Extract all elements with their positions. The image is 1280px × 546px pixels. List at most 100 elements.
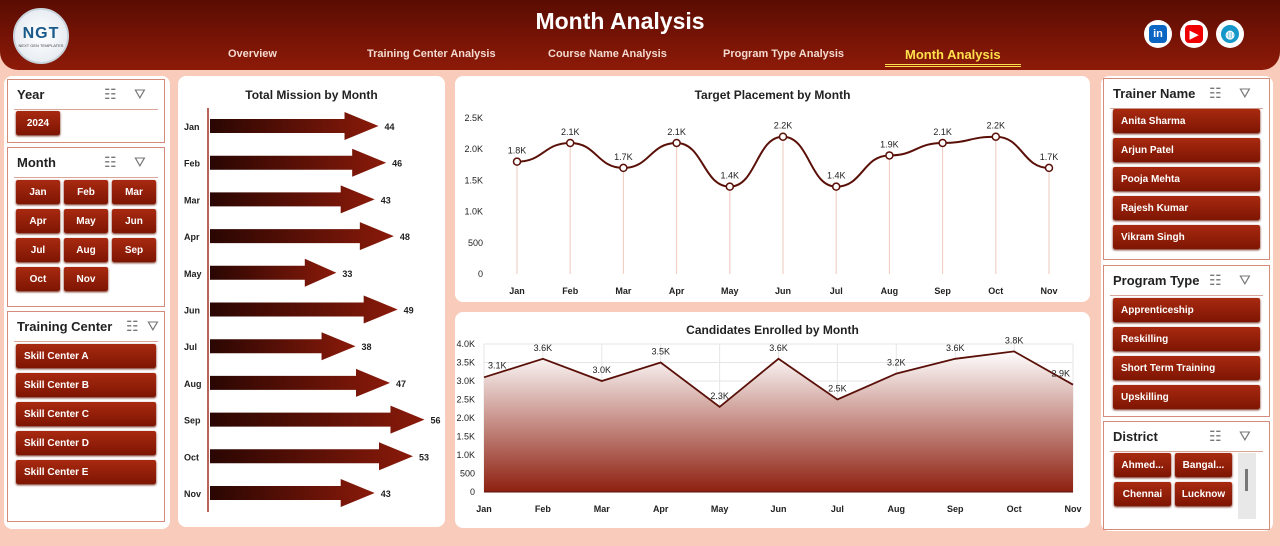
- data-label: 2.5K: [828, 384, 847, 394]
- header-bar: NGT NEXT GEN TEMPLATES Month Analysis Ove…: [0, 0, 1280, 70]
- data-label: 3.6K: [534, 343, 553, 353]
- data-point: [672, 138, 681, 148]
- trainer-item[interactable]: Arjun Patel: [1113, 138, 1260, 162]
- month-item[interactable]: Mar: [112, 180, 156, 204]
- multi-select-icon[interactable]: ☷: [104, 154, 117, 170]
- linkedin-button[interactable]: in: [1144, 20, 1172, 48]
- month-item[interactable]: Oct: [16, 267, 60, 291]
- year-item[interactable]: 2024: [16, 111, 60, 135]
- arrow-bar: [210, 479, 375, 507]
- month-item[interactable]: Jun: [112, 209, 156, 233]
- training-center-item[interactable]: Skill Center B: [16, 373, 156, 397]
- program-type-slicer: Program Type ☷ ⛛ Apprenticeship Reskilling…: [1103, 265, 1270, 417]
- tab-month-analysis[interactable]: Month Analysis: [885, 47, 1021, 67]
- y-tick-label: 2.5K: [464, 113, 483, 123]
- x-tick-label: Sep: [934, 286, 951, 296]
- data-point: [991, 132, 1001, 141]
- district-item[interactable]: Bangal...: [1175, 453, 1232, 477]
- month-item[interactable]: Nov: [64, 267, 108, 291]
- month-item[interactable]: Feb: [64, 180, 108, 204]
- clear-filter-icon[interactable]: ⛛: [1239, 428, 1251, 444]
- data-point: [1044, 163, 1054, 173]
- clear-filter-icon[interactable]: ⛛: [134, 86, 146, 102]
- arrow-bar: [210, 258, 337, 287]
- trainer-slicer: Trainer Name ☷ ⛛ Anita Sharma Arjun Patel P…: [1103, 78, 1270, 260]
- clear-filter-icon[interactable]: ⛛: [1239, 85, 1251, 101]
- program-type-item[interactable]: Upskilling: [1113, 385, 1260, 409]
- trainer-item[interactable]: Anita Sharma: [1113, 109, 1260, 133]
- trainer-item[interactable]: Pooja Mehta: [1113, 167, 1260, 191]
- youtube-button[interactable]: ▶: [1180, 20, 1208, 48]
- x-tick-label: Aug: [881, 286, 899, 296]
- month-item[interactable]: Apr: [16, 209, 60, 233]
- trainer-item[interactable]: Vikram Singh: [1113, 225, 1260, 249]
- multi-select-icon[interactable]: ☷: [104, 86, 117, 102]
- scrollbar[interactable]: [1238, 453, 1256, 519]
- arrow-bar: [210, 222, 394, 251]
- divider: [14, 341, 158, 342]
- data-point: [619, 163, 628, 173]
- x-tick-label: May: [721, 286, 739, 296]
- website-button[interactable]: ◍: [1216, 20, 1244, 48]
- month-item[interactable]: Jul: [16, 238, 60, 262]
- tab-training-center-analysis[interactable]: Training Center Analysis: [367, 48, 496, 60]
- x-tick-label: Jul: [831, 504, 844, 514]
- month-item[interactable]: May: [64, 209, 108, 233]
- y-tick-label: 1.5K: [464, 175, 483, 185]
- area-fill: [484, 351, 1073, 492]
- linkedin-icon: in: [1149, 25, 1167, 43]
- multi-select-icon[interactable]: ☷: [126, 318, 139, 334]
- y-tick-label: 3.5K: [456, 358, 475, 368]
- clear-filter-icon[interactable]: ⛛: [1239, 272, 1251, 288]
- multi-select-icon[interactable]: ☷: [1209, 85, 1222, 101]
- data-label: 1.8K: [508, 146, 527, 156]
- district-item[interactable]: Lucknow: [1175, 482, 1232, 506]
- training-center-item[interactable]: Skill Center E: [16, 460, 156, 484]
- clear-filter-icon[interactable]: ⛛: [134, 154, 146, 170]
- data-label: 2.2K: [987, 121, 1006, 131]
- data-label: 3.1K: [488, 360, 507, 370]
- y-tick-label: 0: [478, 269, 483, 279]
- training-center-item[interactable]: Skill Center C: [16, 402, 156, 426]
- month-item[interactable]: Jan: [16, 180, 60, 204]
- data-label: 1.4K: [827, 171, 846, 181]
- scrollbar-thumb[interactable]: [1245, 469, 1248, 491]
- district-item[interactable]: Chennai: [1114, 482, 1171, 506]
- data-label: 3.5K: [651, 347, 670, 357]
- y-tick-label: 3.0K: [456, 376, 475, 386]
- x-tick-label: Nov: [1064, 504, 1081, 514]
- data-label: 43: [381, 195, 391, 205]
- data-label: 1.7K: [1040, 152, 1059, 162]
- logo: NGT NEXT GEN TEMPLATES: [13, 8, 69, 64]
- data-label: 44: [385, 122, 395, 132]
- multi-select-icon[interactable]: ☷: [1209, 272, 1222, 288]
- month-slicer: Month ☷ ⛛ Jan Feb Mar Apr May Jun Jul Aug Sep Oct N…: [7, 147, 165, 307]
- x-tick-label: Feb: [535, 504, 552, 514]
- tab-program-type-analysis[interactable]: Program Type Analysis: [723, 48, 845, 60]
- x-tick-label: Oct: [988, 286, 1003, 296]
- x-tick-label: Mar: [594, 504, 611, 514]
- program-type-item[interactable]: Short Term Training: [1113, 356, 1260, 380]
- data-label: 1.7K: [614, 152, 633, 162]
- training-center-item[interactable]: Skill Center A: [16, 344, 156, 368]
- program-type-item[interactable]: Apprenticeship: [1113, 298, 1260, 322]
- divider: [14, 109, 158, 110]
- clear-filter-icon[interactable]: ⛛: [147, 318, 159, 334]
- tab-course-name-analysis[interactable]: Course Name Analysis: [548, 48, 667, 60]
- district-item[interactable]: Ahmed...: [1114, 453, 1171, 477]
- multi-select-icon[interactable]: ☷: [1209, 428, 1222, 444]
- x-tick-label: Jan: [476, 504, 492, 514]
- month-item[interactable]: Aug: [64, 238, 108, 262]
- program-type-item[interactable]: Reskilling: [1113, 327, 1260, 351]
- training-center-item[interactable]: Skill Center D: [16, 431, 156, 455]
- month-item[interactable]: Sep: [112, 238, 156, 262]
- tab-overview[interactable]: Overview: [228, 48, 277, 60]
- trainer-item[interactable]: Rajesh Kumar: [1113, 196, 1260, 220]
- x-tick-label: Jul: [830, 286, 843, 296]
- youtube-icon: ▶: [1185, 25, 1203, 43]
- arrow-bar: [210, 185, 375, 214]
- data-label: 1.4K: [721, 171, 740, 181]
- category-label: Apr: [184, 232, 200, 242]
- data-label: 33: [342, 269, 352, 279]
- training-center-slicer: Training Center ☷ ⛛ Skill Center A Skill C…: [7, 311, 165, 522]
